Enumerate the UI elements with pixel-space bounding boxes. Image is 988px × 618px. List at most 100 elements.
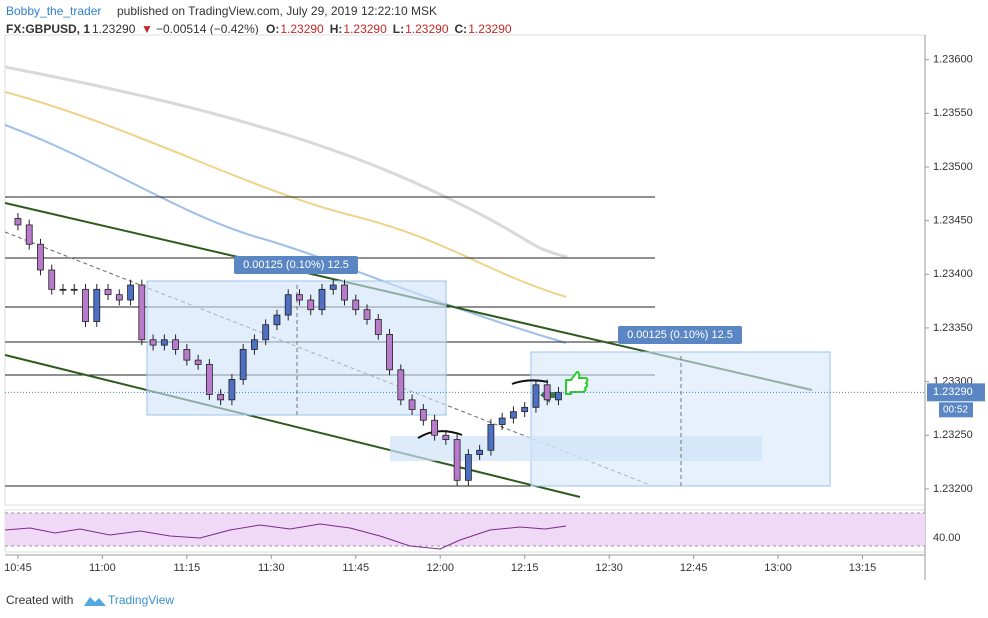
arc	[511, 379, 549, 385]
candle-body	[408, 399, 416, 410]
candle-body	[318, 288, 326, 311]
footer-brand[interactable]: TradingView	[108, 593, 174, 607]
candle-body	[228, 379, 236, 401]
x-tick-label: 12:30	[595, 562, 623, 574]
candle-body	[543, 384, 551, 401]
y-tick-label: 1.23550	[933, 107, 973, 119]
candle-body	[555, 391, 562, 401]
y-tick-label: 1.23600	[933, 54, 973, 66]
y-tick-label: 1.23450	[933, 215, 973, 227]
measure-label: 0.00125 (0.10%) 12.5	[627, 329, 733, 341]
candle-body	[127, 284, 134, 301]
candle-body	[431, 419, 438, 436]
candle-body	[183, 349, 191, 361]
zone	[390, 436, 762, 461]
candle-body	[341, 284, 348, 301]
candle-body	[172, 339, 179, 350]
channel-bottom	[4, 354, 581, 498]
measure-label-bg	[234, 256, 358, 274]
candle-body	[419, 409, 427, 421]
ohlc-key: C:	[455, 22, 468, 36]
candle-body	[59, 288, 67, 291]
ohlc-value: 1.23290	[405, 22, 449, 36]
candle-body	[487, 424, 495, 451]
measure-label: 0.00125 (0.10%) 12.5	[243, 259, 349, 271]
candle-body	[205, 364, 213, 395]
ohlc-value: 1.23290	[280, 22, 324, 36]
x-tick-label: 12:15	[511, 562, 539, 574]
candle-body	[82, 288, 89, 322]
candle-body	[37, 243, 44, 271]
candle-body	[374, 318, 382, 335]
arc	[417, 430, 463, 439]
candle-body	[48, 269, 56, 290]
candle-body	[498, 417, 506, 425]
ohlc-key: L:	[393, 22, 404, 36]
y-tick-label: 1.23250	[933, 429, 973, 441]
candle-body	[464, 454, 472, 481]
ohlc-key: H:	[330, 22, 343, 36]
candle-body	[307, 299, 315, 311]
candle-body	[510, 411, 517, 419]
published: published on TradingView.com, July 29, 2…	[117, 4, 437, 18]
symbol: FX:GBPUSD, 1	[6, 22, 90, 36]
last-price-label: 1.23290	[933, 386, 973, 398]
x-tick-label: 13:15	[849, 562, 877, 574]
candle-body	[521, 406, 529, 413]
candle-body	[363, 309, 371, 320]
candle-body	[104, 288, 112, 296]
candle-body	[14, 218, 22, 226]
candle-body	[296, 294, 303, 301]
countdown-bg	[939, 402, 973, 418]
candle-body	[397, 369, 405, 401]
y-tick-label: 1.23400	[933, 268, 973, 280]
y-tick-label: 1.23350	[933, 322, 973, 334]
candle-body	[273, 314, 281, 326]
ohlc-value: 1.23290	[468, 22, 512, 36]
rsi-tick-label: 40.00	[933, 532, 961, 544]
price: 1.23290	[92, 22, 136, 36]
last-price-bg	[927, 383, 985, 402]
candle-body	[442, 434, 450, 440]
author[interactable]: Bobby_the_trader	[6, 4, 101, 18]
candle-body	[329, 284, 337, 290]
x-tick-label: 11:00	[89, 562, 116, 574]
candle-body	[453, 439, 461, 481]
logo	[84, 597, 106, 606]
candle-body	[25, 224, 33, 245]
candle-body	[262, 324, 270, 341]
candle-body	[93, 288, 101, 322]
rsi-line	[4, 523, 567, 550]
countdown: 00:52	[943, 404, 968, 415]
ma-mid	[4, 91, 567, 298]
ohlc: O: 1.23290 H: 1.23290 L: 1.23290 C: 1.23290	[266, 22, 512, 36]
change: −0.00514 (−0.42%)	[156, 22, 259, 36]
footer-created: Created with	[6, 593, 73, 607]
ohlc-value: 1.23290	[343, 22, 387, 36]
candle-body	[239, 349, 247, 380]
candle-body	[476, 449, 484, 455]
x-tick-label: 12:45	[680, 562, 708, 574]
x-tick-label: 13:00	[764, 562, 792, 574]
x-tick-label: 10:45	[4, 562, 32, 574]
candle-body	[194, 359, 202, 365]
candle-body	[160, 339, 168, 346]
measure-label-bg	[618, 326, 742, 344]
x-tick-label: 11:45	[342, 562, 369, 574]
candle-body	[352, 299, 360, 311]
x-tick-label: 11:30	[258, 562, 285, 574]
y-tick-label: 1.23500	[933, 161, 973, 173]
rsi-band	[5, 513, 925, 546]
candle-body	[70, 288, 78, 291]
candle-body	[284, 294, 292, 316]
candle-body	[217, 394, 225, 401]
arrow: ▼	[141, 22, 153, 36]
candle-body	[149, 339, 157, 346]
ma-long	[4, 65, 568, 259]
x-tick-label: 12:00	[426, 562, 454, 574]
ohlc-key: O:	[266, 22, 279, 36]
candle-body	[251, 339, 258, 350]
y-tick-label: 1.23200	[933, 483, 973, 495]
candle-body	[115, 294, 123, 301]
